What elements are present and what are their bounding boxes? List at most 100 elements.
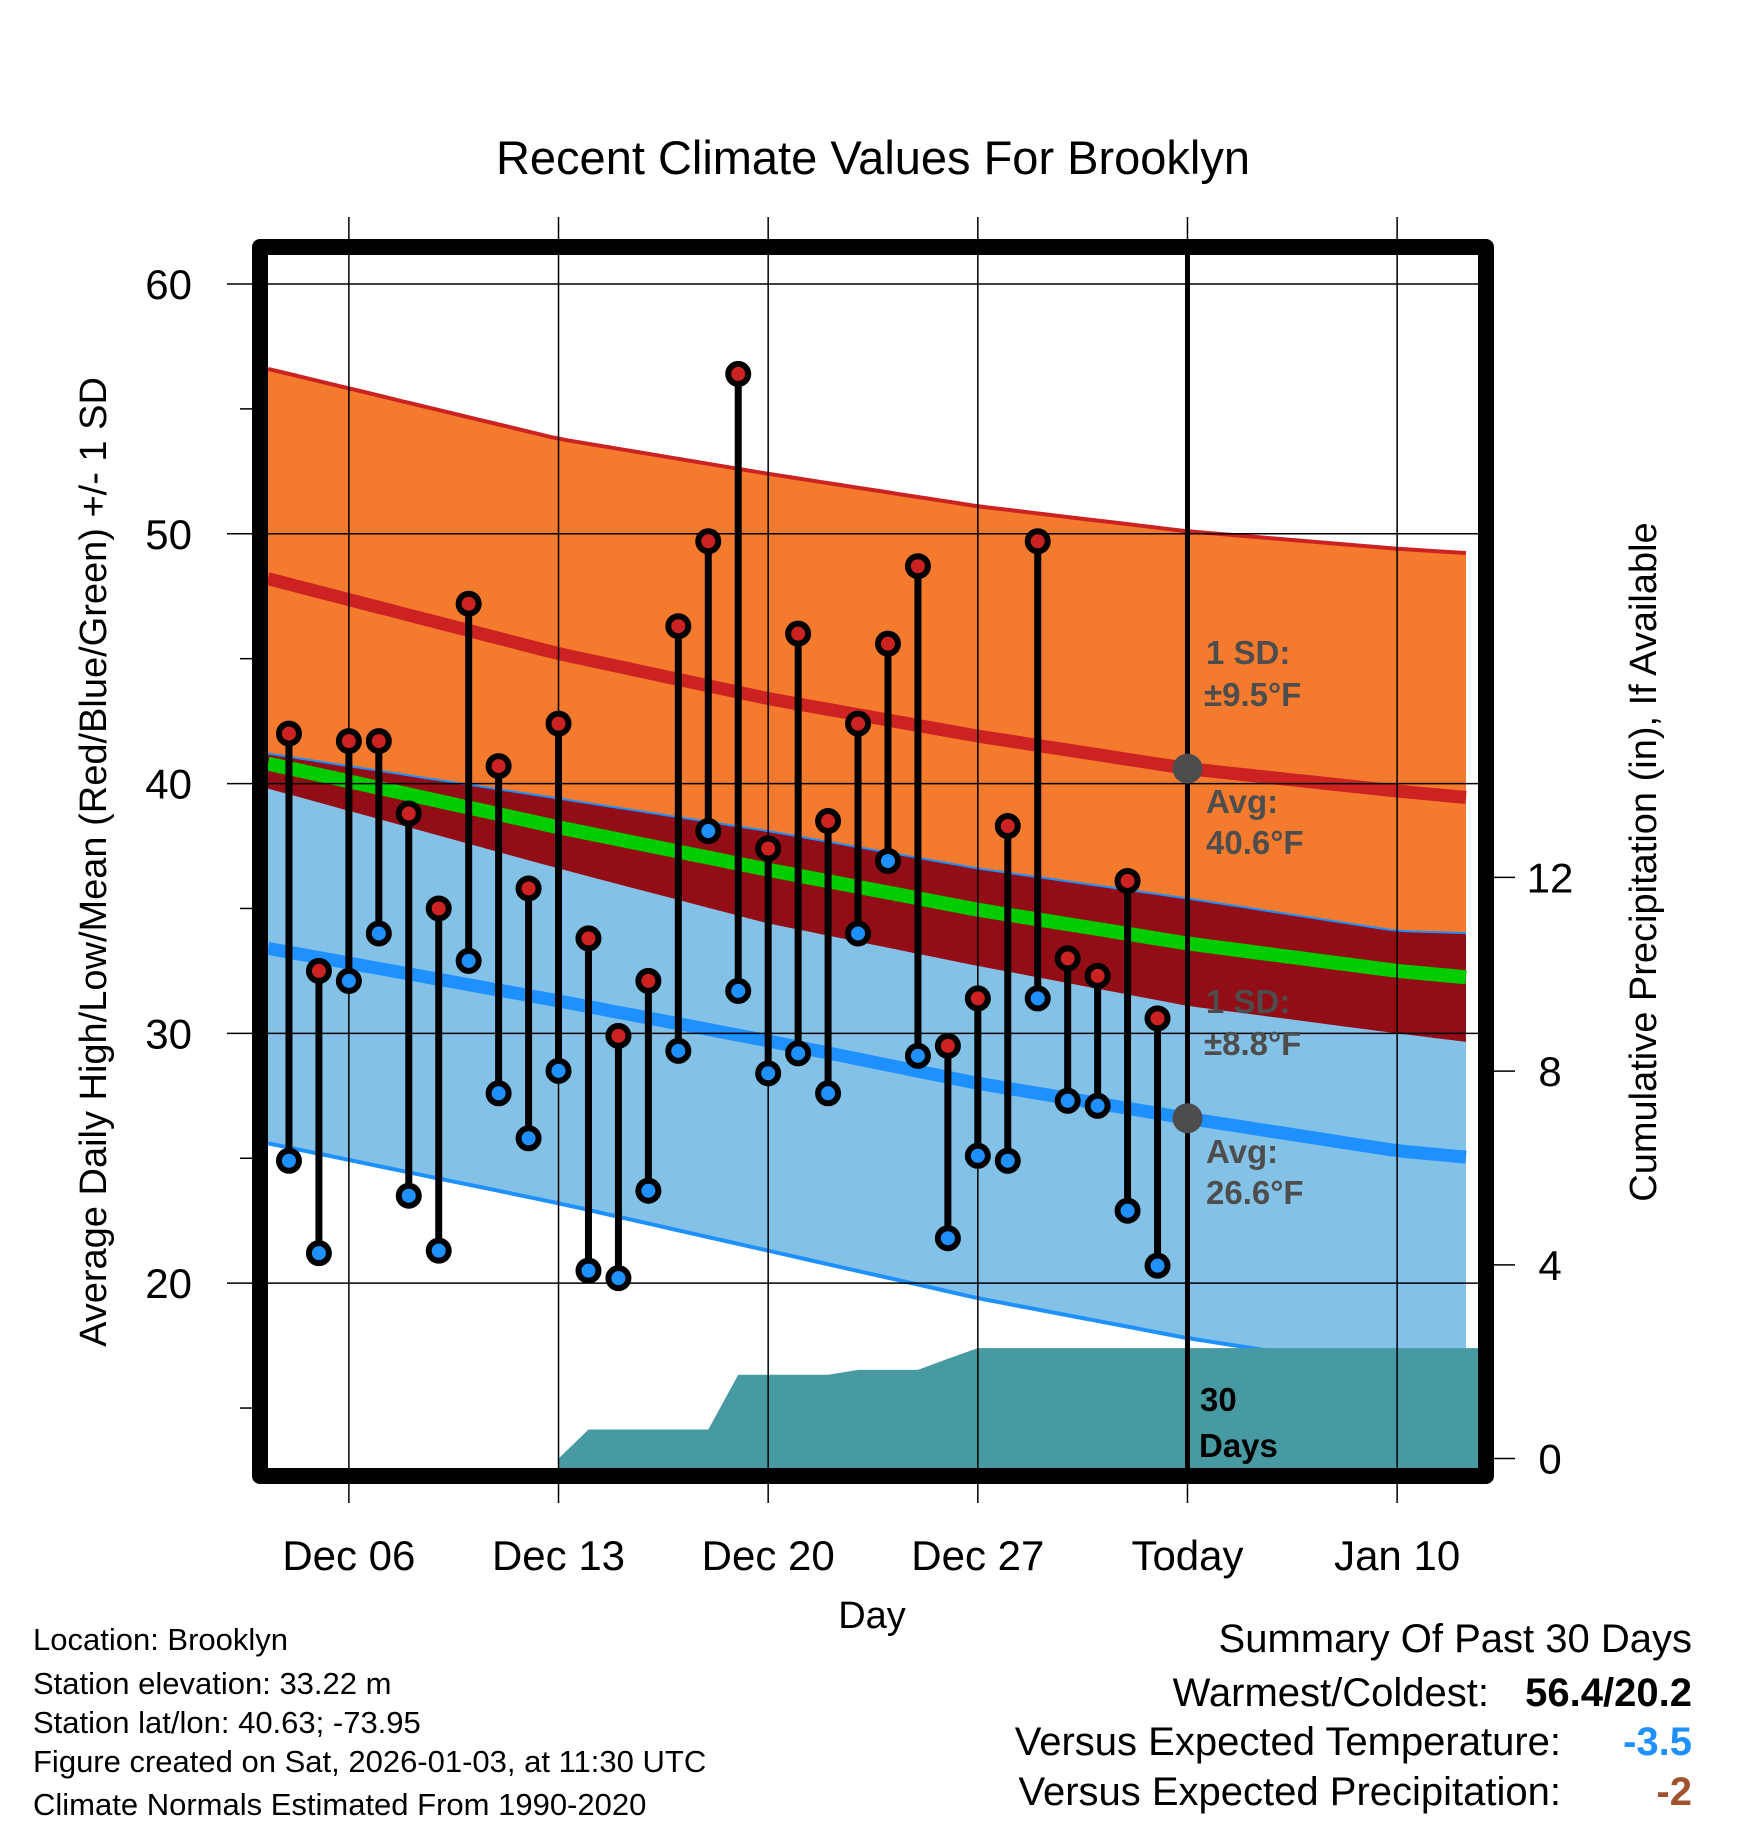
y-tick-label: 20 — [145, 1260, 192, 1307]
low-point — [755, 1060, 782, 1087]
low-point — [545, 1057, 572, 1084]
high-point — [1144, 1005, 1171, 1032]
high-point — [845, 710, 872, 737]
high-point — [994, 813, 1021, 840]
precip-anomaly-label: Versus Expected Precipitation: — [1018, 1770, 1561, 1814]
y2-tick-label: 8 — [1538, 1048, 1561, 1095]
annotations: 1 SD: ±9.5°F Avg: 40.6°F 1 SD: ±8.8°F Av… — [1199, 634, 1304, 1464]
x-tick-label: Dec 06 — [282, 1532, 415, 1579]
high-point — [964, 985, 991, 1012]
precip-area — [558, 1348, 1478, 1468]
high-point — [755, 835, 782, 862]
high-sd-band — [268, 368, 1466, 1042]
warmest-label: Warmest/Coldest: — [1173, 1671, 1489, 1715]
low-point — [874, 848, 901, 874]
data-marks — [275, 360, 1203, 1292]
normals-text: Climate Normals Estimated From 1990-2020 — [33, 1787, 646, 1822]
low-sd-label: 1 SD: — [1206, 983, 1290, 1020]
low-point — [904, 1042, 931, 1069]
x-tick-label: Jan 10 — [1334, 1532, 1460, 1579]
high-point — [934, 1032, 961, 1059]
low-point — [575, 1257, 602, 1284]
low-point — [785, 1040, 812, 1067]
high-upper-sd-line — [268, 366, 1467, 555]
low-point — [605, 1265, 632, 1292]
high-point — [275, 720, 302, 747]
high-point — [605, 1022, 632, 1049]
low-avg-label: Avg: — [1206, 1133, 1278, 1170]
precip-days-unit: Days — [1199, 1427, 1278, 1464]
low-point — [365, 920, 392, 947]
high-point — [815, 808, 842, 835]
high-point — [455, 590, 482, 617]
y-tick-label: 50 — [145, 511, 192, 558]
summary-panel: Summary Of Past 30 Days Warmest/Coldest:… — [1015, 1617, 1692, 1814]
high-point — [785, 620, 812, 647]
low-point — [1114, 1197, 1141, 1224]
low-point — [725, 977, 752, 1004]
location-text: Location: Brooklyn — [33, 1622, 288, 1657]
low-point — [665, 1037, 692, 1064]
low-point — [994, 1147, 1021, 1174]
y2-tick-label: 4 — [1538, 1242, 1561, 1289]
high-point — [904, 553, 931, 580]
x-tick-label: Today — [1131, 1532, 1243, 1579]
high-point — [725, 360, 752, 387]
high-point — [365, 728, 392, 755]
precip-days-label: 30 — [1200, 1381, 1237, 1418]
y-tick-label: 30 — [145, 1010, 192, 1057]
high-point — [305, 957, 332, 984]
station-info: Location: Brooklyn Station elevation: 33… — [33, 1622, 706, 1822]
high-point — [395, 800, 422, 827]
x-tick-label: Dec 13 — [492, 1532, 625, 1579]
y-tick-label: 60 — [145, 261, 192, 308]
today-low-avg-marker — [1172, 1103, 1203, 1134]
low-point — [1084, 1092, 1111, 1119]
high-sd-label: 1 SD: — [1206, 634, 1290, 671]
gridlines-front — [227, 217, 1478, 1503]
x-axis-label: Day — [838, 1595, 906, 1637]
low-point — [815, 1080, 842, 1107]
plot-frame — [252, 239, 1494, 1484]
low-point — [845, 920, 872, 947]
y2-tick-label: 12 — [1527, 854, 1574, 901]
low-point — [695, 818, 722, 845]
elevation-text: Station elevation: 33.22 m — [33, 1666, 391, 1701]
low-point — [635, 1177, 662, 1204]
chart-title: Recent Climate Values For Brooklyn — [496, 131, 1250, 184]
high-point — [1084, 962, 1111, 989]
low-point — [964, 1142, 991, 1169]
high-avg-value: 40.6°F — [1206, 824, 1304, 861]
low-point — [275, 1147, 302, 1174]
high-sd-value: ±9.5°F — [1204, 676, 1301, 713]
created-text: Figure created on Sat, 2026-01-03, at 11… — [33, 1744, 706, 1779]
low-point — [425, 1237, 452, 1264]
high-avg-label: Avg: — [1206, 783, 1278, 820]
low-point — [1024, 985, 1051, 1012]
high-point — [665, 613, 692, 640]
low-point — [335, 967, 362, 994]
y-tick-label: 40 — [145, 761, 192, 808]
latlon-text: Station lat/lon: 40.63; -73.95 — [33, 1705, 421, 1740]
high-point — [485, 753, 512, 780]
low-point — [1054, 1087, 1081, 1114]
low-point — [455, 947, 482, 974]
y-axis-label: Average Daily High/Low/Mean (Red/Blue/Gr… — [73, 377, 115, 1347]
y2-tick-label: 0 — [1538, 1436, 1561, 1483]
high-point — [695, 528, 722, 555]
high-point — [1114, 867, 1141, 894]
low-point — [395, 1182, 422, 1209]
low-point — [515, 1125, 542, 1152]
low-point — [485, 1080, 512, 1107]
low-point — [1144, 1252, 1171, 1279]
warmest-value: 56.4/20.2 — [1525, 1671, 1692, 1715]
high-point — [545, 710, 572, 737]
high-point — [335, 728, 362, 755]
high-point — [874, 630, 901, 657]
temp-anomaly-label: Versus Expected Temperature: — [1015, 1720, 1561, 1764]
temp-anomaly-value: -3.5 — [1623, 1720, 1692, 1764]
low-point — [305, 1240, 332, 1267]
high-point — [515, 875, 542, 902]
high-point — [1054, 945, 1081, 972]
